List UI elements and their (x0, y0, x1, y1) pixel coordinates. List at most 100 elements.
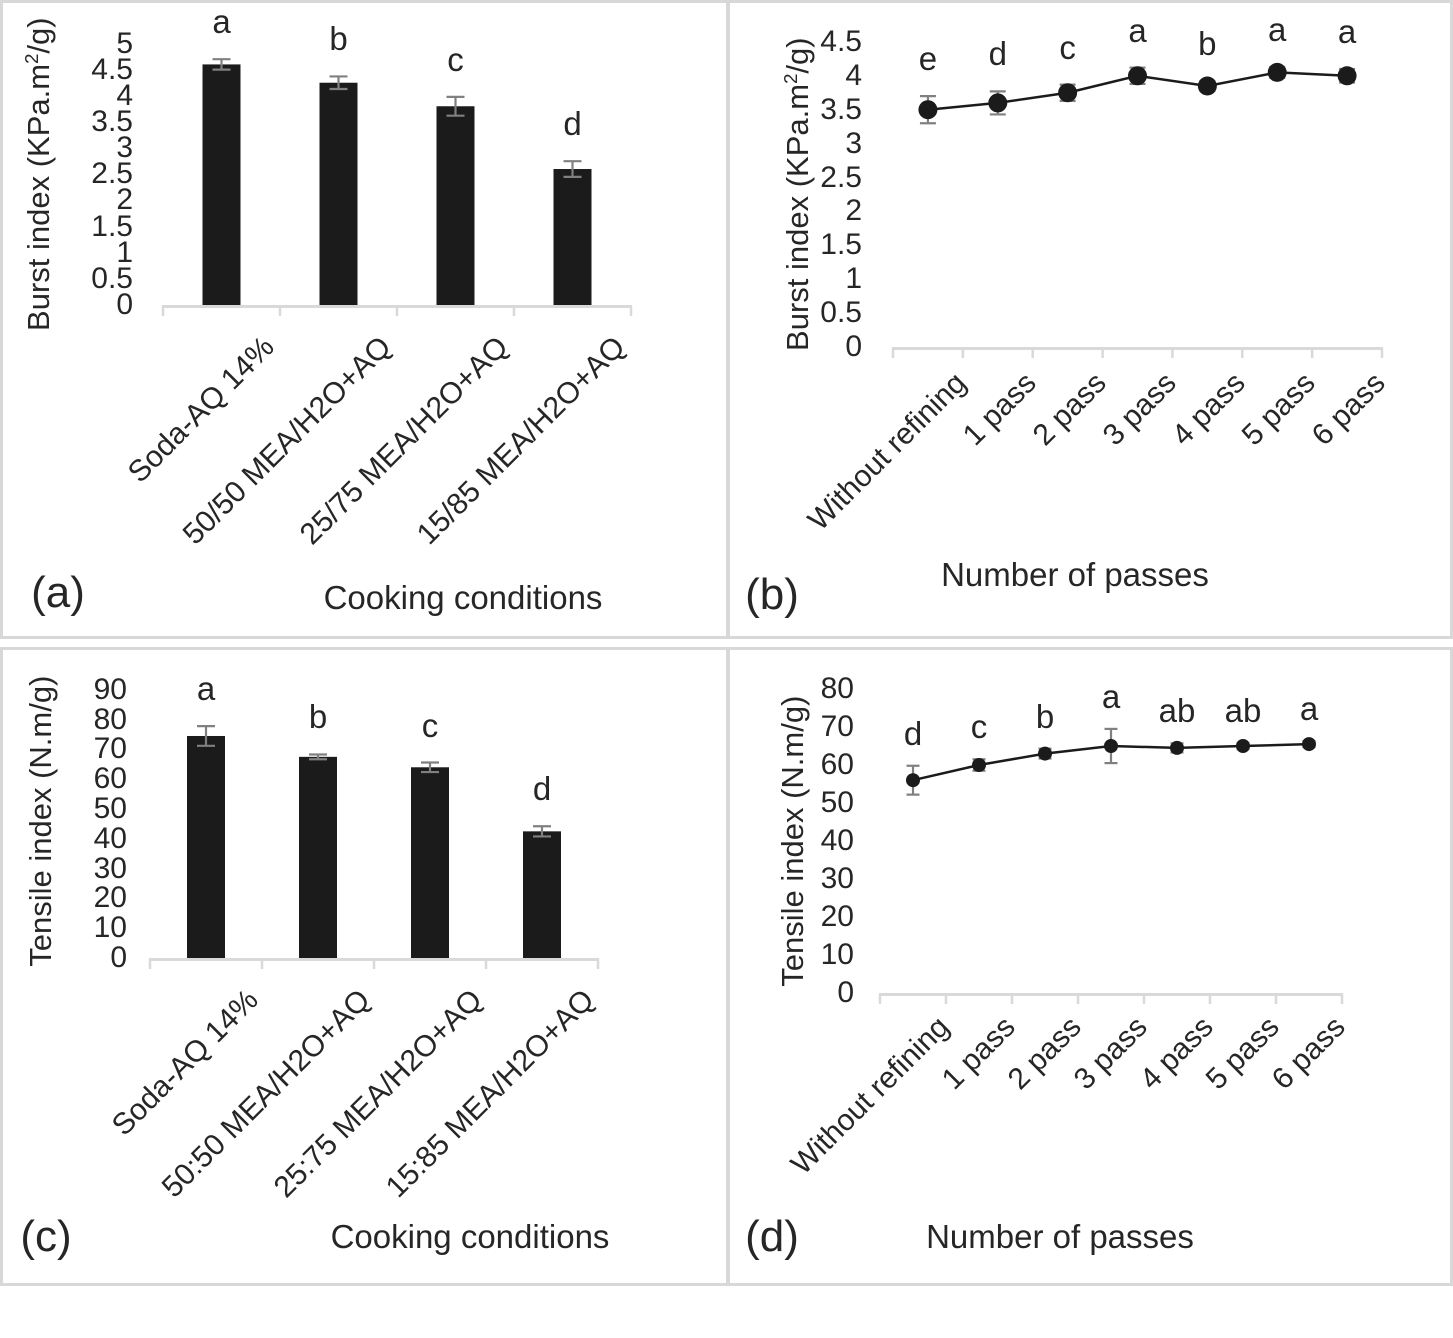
y-tick-label: 0 (837, 976, 854, 1009)
y-tick-label: 0 (116, 288, 133, 321)
y-tick-label: 0.5 (820, 296, 862, 330)
bar (187, 735, 225, 958)
x-axis-title: Number of passes (926, 1218, 1194, 1255)
data-point-marker (1104, 739, 1118, 753)
y-tick-label: 0 (110, 941, 127, 974)
panel-letter: (a) (31, 568, 85, 617)
y-tick-label: 3.5 (91, 104, 133, 138)
significance-letter: a (1128, 11, 1147, 49)
significance-letter: d (988, 35, 1007, 73)
y-tick-label: 3 (845, 126, 862, 160)
significance-letter: c (1059, 28, 1076, 66)
panel-letter: (b) (745, 570, 799, 619)
y-tick-label: 0.5 (91, 261, 133, 295)
y-tick-label: 60 (820, 748, 854, 781)
y-tick-label: 20 (820, 900, 854, 933)
y-tick-label: 4.5 (820, 24, 862, 58)
significance-letter: b (1198, 25, 1217, 63)
panel-divider (726, 3, 730, 636)
panel-b: Burst index (KPa.m2/g) Number of passes … (730, 3, 1447, 636)
significance-letter: b (329, 20, 348, 58)
data-point-marker (1170, 740, 1184, 755)
y-tick-label: 1.5 (91, 209, 133, 243)
y-tick-label: 2 (845, 194, 862, 228)
data-point-marker (918, 100, 938, 120)
y-tick-label: 2 (116, 183, 133, 217)
y-tick-label: 4 (116, 78, 133, 112)
significance-letter: a (1101, 677, 1121, 715)
significance-letter: c (447, 40, 464, 78)
significance-letter: a (212, 3, 231, 41)
bar (319, 82, 358, 305)
y-tick-label: 70 (820, 710, 854, 743)
panel-c: Tensile index (N.m/g) Cooking conditions… (3, 650, 725, 1283)
significance-letter: a (1299, 690, 1319, 728)
figure-row-bottom: Tensile index (N.m/g) Cooking conditions… (0, 647, 1453, 1286)
data-point-marker (972, 758, 986, 772)
y-tick-label: 30 (820, 862, 854, 895)
y-tick-label: 20 (93, 881, 127, 915)
bar (436, 106, 475, 305)
plot-area-burst-bar (161, 58, 633, 316)
data-point-marker (1267, 62, 1287, 82)
significance-letter: d (903, 714, 923, 752)
x-axis-title: Cooking conditions (323, 579, 603, 616)
y-tick-label: 50 (820, 786, 854, 819)
y-tick-label: 1 (116, 235, 133, 269)
data-point-marker (1236, 739, 1250, 753)
y-tick-label: 2.5 (820, 160, 862, 194)
plot-area-tensile-bar (148, 725, 600, 969)
significance-letter: b (1035, 697, 1055, 735)
y-tick-label: 70 (93, 732, 127, 766)
significance-letter: a (1268, 10, 1287, 48)
x-axis-title: Cooking conditions (330, 1218, 610, 1255)
y-tick-label: 1 (845, 262, 862, 296)
bar (523, 831, 561, 958)
y-tick-label: 80 (820, 672, 854, 705)
y-tick-label: 3.5 (820, 92, 862, 126)
data-point-marker (1197, 76, 1217, 96)
significance-letter: b (308, 698, 328, 736)
significance-letter: a (196, 670, 216, 708)
significance-letter: d (532, 770, 552, 808)
y-tick-label: 60 (93, 762, 127, 796)
data-point-marker (1058, 83, 1078, 103)
panel-d: Tensile index (N.m/g) Number of passes (… (730, 650, 1447, 1283)
y-tick-label: 1.5 (820, 228, 862, 262)
data-point-marker (1337, 66, 1357, 86)
y-tick-label: 90 (93, 672, 127, 706)
y-tick-label: 10 (820, 938, 854, 971)
y-tick-label: 30 (93, 851, 127, 885)
data-point-marker (1128, 66, 1147, 86)
y-tick-label: 50 (93, 792, 127, 825)
bar (553, 169, 592, 305)
panel-letter: (c) (20, 1212, 72, 1261)
significance-letter: ab (1224, 691, 1262, 729)
data-point-marker (1038, 746, 1052, 761)
panel-divider (726, 650, 730, 1283)
y-tick-label: 3 (116, 131, 133, 165)
significance-letter: c (970, 708, 988, 746)
y-tick-label: 4.5 (91, 52, 133, 86)
significance-letter: a (1337, 13, 1357, 51)
data-point-marker (906, 773, 920, 788)
significance-letter: e (918, 40, 938, 78)
y-tick-label: 2.5 (91, 157, 133, 191)
data-point-marker (1302, 737, 1316, 752)
y-tick-label: 10 (93, 911, 127, 945)
y-tick-label: 40 (93, 821, 127, 855)
y-tick-label: 40 (820, 824, 854, 857)
plot-area-tensile-line (878, 727, 1344, 1004)
y-tick-label: 80 (93, 702, 127, 736)
figure-row-top: Burst index (KPa.m2/g) Cooking condition… (0, 0, 1453, 639)
bar (202, 64, 241, 305)
panel-a: Burst index (KPa.m2/g) Cooking condition… (3, 3, 725, 636)
significance-letter: c (421, 706, 439, 744)
x-axis-title: Number of passes (941, 556, 1209, 593)
y-tick-label: 5 (116, 26, 133, 60)
panel-letter: (d) (745, 1212, 799, 1261)
bar (411, 767, 449, 958)
y-tick-label: 4 (845, 58, 862, 92)
plot-area-burst-line (891, 62, 1384, 358)
data-point-marker (988, 93, 1008, 113)
